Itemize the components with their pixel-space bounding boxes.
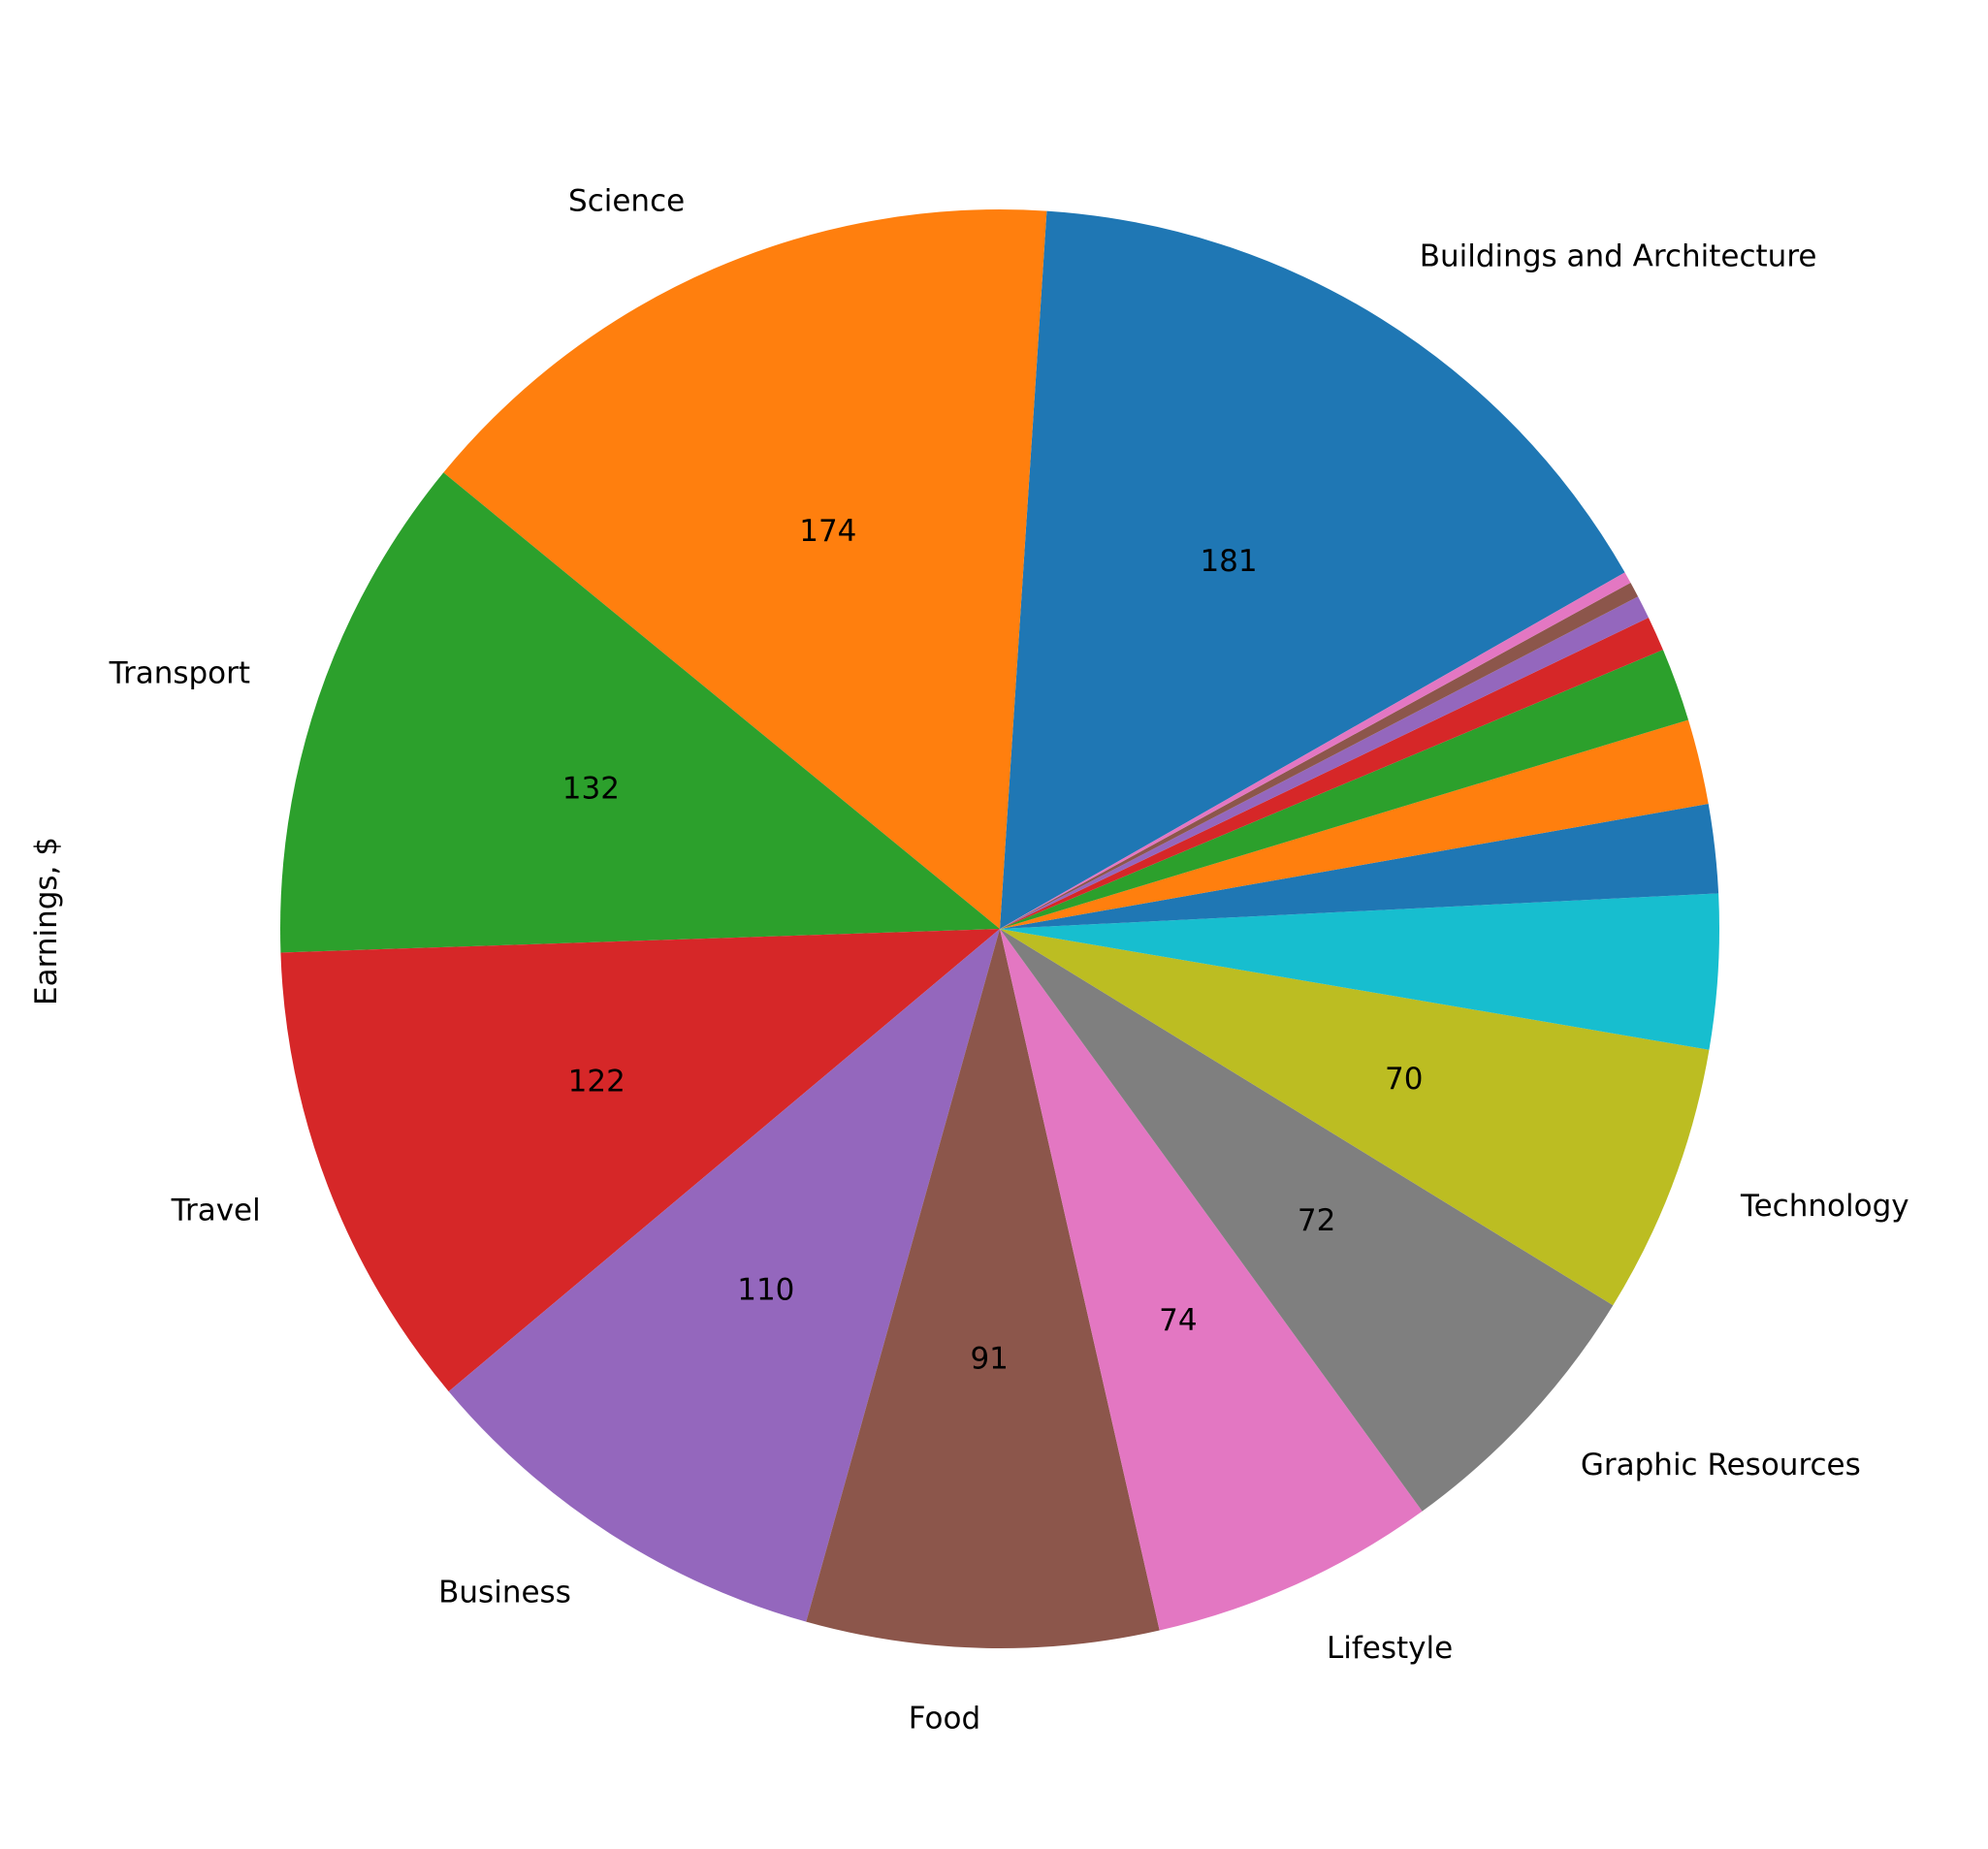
pie-slice-graphic-resources	[1000, 929, 1614, 1512]
slice-value-label: 110	[737, 1273, 794, 1308]
slice-label: Business	[438, 1576, 571, 1610]
pie-slice-science	[443, 209, 1047, 929]
pie-slice-11	[1000, 719, 1709, 929]
slice-label: Travel	[171, 1193, 261, 1227]
pie-slice-9	[1000, 893, 1719, 1050]
slice-value-label: 70	[1385, 1062, 1423, 1097]
slice-label: Transport	[109, 655, 250, 690]
pie-slices	[280, 209, 1719, 1648]
pie-slice-lifestyle	[1000, 929, 1423, 1631]
pie-slice-10	[1000, 803, 1719, 929]
pie-slice-technology	[1000, 929, 1710, 1306]
slice-label: Buildings and Architecture	[1420, 239, 1817, 273]
pie-slice-12	[1000, 650, 1689, 929]
slice-label: Lifestyle	[1327, 1631, 1453, 1666]
pie-slice-16	[1000, 572, 1631, 929]
pie-slice-14	[1000, 596, 1649, 929]
slice-value-label: 91	[970, 1342, 1008, 1377]
y-axis-label: Earnings, $	[29, 837, 64, 1005]
slice-value-label: 72	[1298, 1203, 1335, 1238]
slice-value-label: 74	[1159, 1303, 1197, 1338]
pie-slice-13	[1000, 617, 1663, 929]
slice-value-label: 181	[1200, 544, 1257, 579]
slice-label: Science	[568, 184, 685, 219]
slice-value-label: 132	[562, 771, 620, 806]
pie-slice-transport	[280, 472, 1001, 953]
pie-slice-15	[1000, 582, 1639, 929]
pie-slice-business	[448, 929, 1000, 1622]
slice-label: Technology	[1740, 1189, 1909, 1224]
pie-slice-travel	[280, 929, 1000, 1392]
pie-slice-food	[806, 929, 1160, 1648]
slice-value-label: 122	[568, 1065, 625, 1100]
pie-slice-buildings-and-architecture	[1000, 210, 1625, 929]
slice-label: Food	[909, 1701, 980, 1736]
slice-value-label: 174	[799, 514, 856, 549]
pie-labels: Buildings and Architecture 181 Science 174 T…	[109, 184, 1909, 1737]
slice-label: Graphic Resources	[1581, 1448, 1861, 1482]
